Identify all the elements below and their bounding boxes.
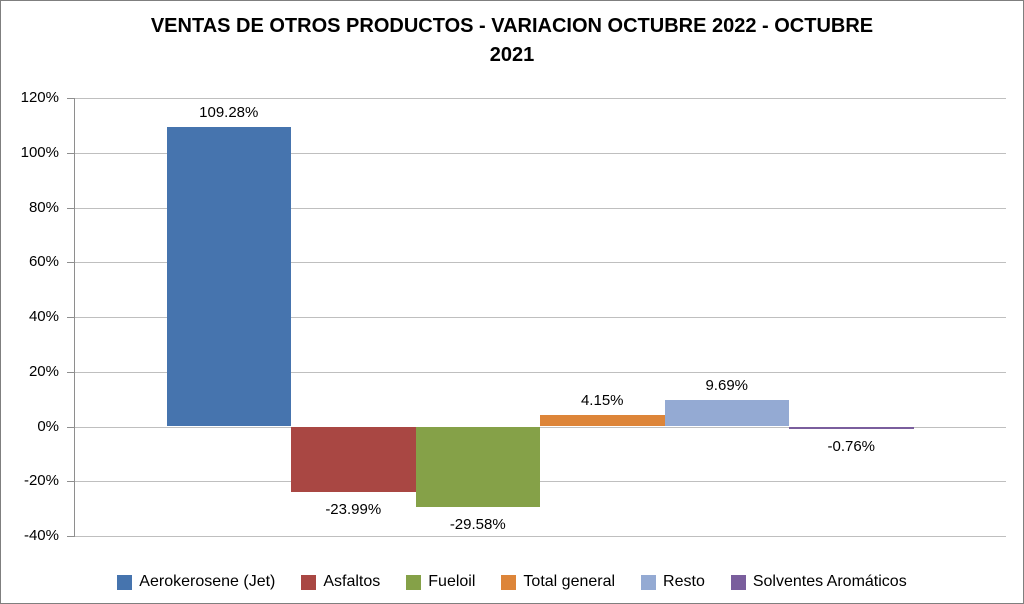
y-axis-tick xyxy=(67,481,74,483)
legend-label: Resto xyxy=(663,573,705,590)
bar-data-label: 109.28% xyxy=(199,104,259,122)
y-axis-tick xyxy=(67,152,74,154)
legend-label: Aerokerosene (Jet) xyxy=(139,573,276,590)
y-axis-tick xyxy=(67,426,74,428)
legend-swatch-icon xyxy=(730,574,746,590)
y-axis-tick xyxy=(67,262,74,264)
y-axis-tick-label: 20% xyxy=(28,362,59,380)
y-axis-tick xyxy=(67,98,74,99)
y-axis-tick-label: 80% xyxy=(28,198,59,216)
y-axis-tick-label: 40% xyxy=(28,308,59,325)
gridline xyxy=(74,152,1006,154)
legend-label: Total general xyxy=(523,573,616,590)
bar-data-label: -29.58% xyxy=(449,516,506,534)
y-axis-tick-label: 120% xyxy=(20,89,59,106)
legend: Aerokerosene (Jet) Asfaltos Fueloil Total g… xyxy=(1,572,1023,592)
legend-item-resto: Resto xyxy=(641,572,705,592)
y-axis-tick xyxy=(67,536,74,537)
legend-swatch-icon xyxy=(117,574,133,590)
legend-label: Asfaltos xyxy=(323,573,381,590)
y-axis-tick-label: -20% xyxy=(23,472,59,490)
bar-aerokerosene-jet- xyxy=(166,127,291,427)
y-axis-line xyxy=(74,98,75,537)
gridline xyxy=(74,536,1006,537)
bar-solventes-arom-ticos xyxy=(789,426,914,429)
chart-title: VENTAS DE OTROS PRODUCTOS - VARIACION OC… xyxy=(1,12,1023,70)
chart-title-line1: VENTAS DE OTROS PRODUCTOS - VARIACION OC… xyxy=(150,15,874,37)
gridline xyxy=(74,98,1006,99)
bar-fueloil xyxy=(415,426,540,508)
legend-item-asfaltos: Asfaltos xyxy=(301,572,380,592)
legend-swatch-icon xyxy=(301,574,317,590)
gridline xyxy=(74,481,1006,483)
y-axis-tick-label: 60% xyxy=(28,253,59,271)
y-axis-tick-label: 0% xyxy=(37,417,59,435)
gridline xyxy=(74,426,1006,428)
legend-item-aerokerosene-jet-: Aerokerosene (Jet) xyxy=(117,572,275,592)
legend-item-solventes-arom-ticos: Solventes Aromáticos xyxy=(730,572,907,592)
y-axis-tick xyxy=(67,207,74,209)
y-axis-tick xyxy=(67,317,74,318)
bar-resto xyxy=(664,399,789,427)
bar-data-label: 9.69% xyxy=(705,376,749,394)
plot-area xyxy=(74,98,1006,537)
y-axis-tick-label: -40% xyxy=(23,527,59,544)
legend-label: Fueloil xyxy=(428,573,476,590)
legend-item-fueloil: Fueloil xyxy=(406,572,475,592)
gridline xyxy=(74,262,1006,264)
legend-item-total-general: Total general xyxy=(501,572,615,592)
bar-data-label: -23.99% xyxy=(325,501,382,519)
chart-title-line2: 2021 xyxy=(489,44,535,66)
bar-total-general xyxy=(540,415,665,427)
legend-swatch-icon xyxy=(501,574,517,590)
y-axis-tick xyxy=(67,371,74,373)
y-axis-tick-label: 100% xyxy=(20,143,59,161)
legend-swatch-icon xyxy=(406,574,422,590)
bar-data-label: -0.76% xyxy=(827,437,876,455)
gridline xyxy=(74,207,1006,209)
gridline xyxy=(74,317,1006,318)
legend-swatch-icon xyxy=(641,574,657,590)
bar-data-label: 4.15% xyxy=(580,392,624,410)
legend-label: Solventes Aromáticos xyxy=(752,573,907,590)
bar-asfaltos xyxy=(291,426,416,493)
gridline xyxy=(74,371,1006,373)
